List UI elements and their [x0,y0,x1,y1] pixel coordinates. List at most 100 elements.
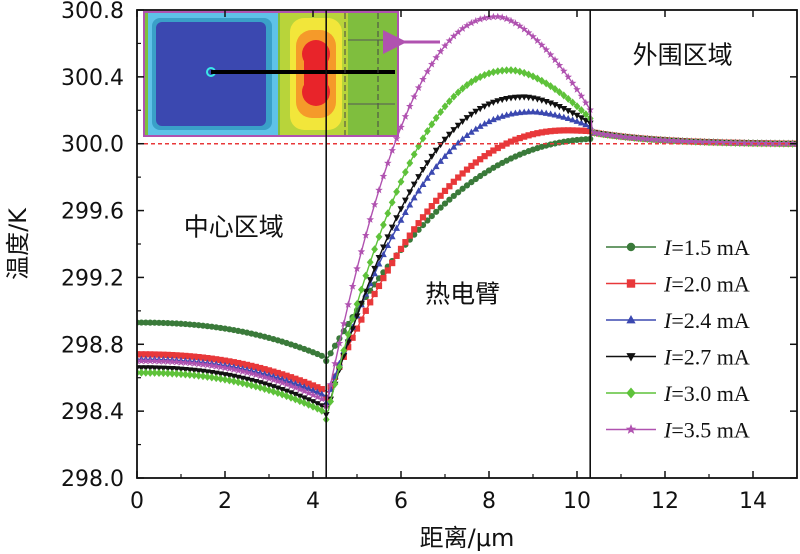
data-point [604,130,612,138]
data-point [573,112,581,119]
data-point [700,138,709,146]
y-axis-title: 温度/K [4,207,32,280]
data-point [437,192,444,199]
data-point [147,319,154,326]
data-point [546,50,555,58]
data-point [652,135,660,143]
data-point [643,134,652,143]
data-point [230,365,238,373]
data-point [476,106,484,113]
data-point [168,357,176,366]
data-point [459,118,467,125]
data-point [208,361,216,369]
data-point [164,319,171,327]
data-point [371,270,379,277]
data-point [529,32,537,40]
data-point [326,380,335,388]
data-point [393,215,401,222]
series-3.5mA [137,12,797,410]
data-point [507,16,515,25]
data-point [467,128,475,135]
data-point [367,299,374,306]
data-point [278,390,286,399]
data-point [349,314,357,324]
data-point [560,106,568,113]
data-point [287,390,295,397]
data-point [406,201,414,208]
data-point [353,300,361,309]
data-point [169,320,176,327]
data-point [331,342,339,349]
data-point [410,194,418,201]
data-point [423,174,431,181]
data-point [494,98,502,105]
data-point [313,401,321,408]
data-point [313,392,322,401]
data-point [357,285,365,294]
data-point [555,61,564,69]
data-point [234,378,242,387]
data-point [472,108,480,115]
data-point [428,153,436,161]
y-tick-label: 298.4 [61,400,124,425]
x-tick-label: 0 [130,489,144,514]
data-point [529,108,537,115]
legend-label: I=3.0 mA [663,381,750,406]
data-point [458,24,467,32]
data-point [146,368,154,377]
data-point [419,134,427,143]
data-point [296,381,304,388]
y-tick-label: 298.0 [61,467,124,492]
data-point [472,125,480,132]
data-point [705,138,713,146]
data-point [151,365,159,372]
data-point [621,132,630,141]
data-point [612,131,621,140]
data-point [212,374,220,383]
data-point [494,67,502,76]
data-point [665,136,674,144]
data-point [608,131,616,139]
data-point [318,395,326,403]
data-point [138,319,145,326]
data-point [489,12,498,21]
data-point [172,358,181,366]
data-point [177,370,185,379]
data-point [177,320,185,327]
data-point [331,379,339,388]
data-point [467,111,475,118]
data-point [309,390,317,399]
data-point [498,66,506,75]
data-point [397,123,405,131]
data-point [419,180,427,187]
data-point [243,380,251,389]
data-point [340,319,348,327]
legend-marker [626,242,636,252]
data-point [436,47,445,55]
data-point [291,391,299,399]
data-point [304,389,313,397]
data-point [146,365,154,372]
data-point [489,115,497,123]
data-point [243,368,251,376]
data-point [753,139,762,147]
data-point [569,110,577,117]
data-point [397,216,405,223]
data-point [340,346,348,355]
data-point [137,368,145,377]
data-point [393,252,400,259]
data-point [252,370,260,378]
data-point [186,370,194,379]
data-point [485,101,493,108]
data-point [164,357,172,365]
data-point [379,244,387,251]
data-point [578,136,585,143]
data-point [146,357,154,365]
data-point [446,196,453,203]
data-point [379,172,388,180]
data-point [300,383,308,390]
data-point [401,112,410,120]
data-point [630,133,638,142]
data-point [419,166,427,174]
